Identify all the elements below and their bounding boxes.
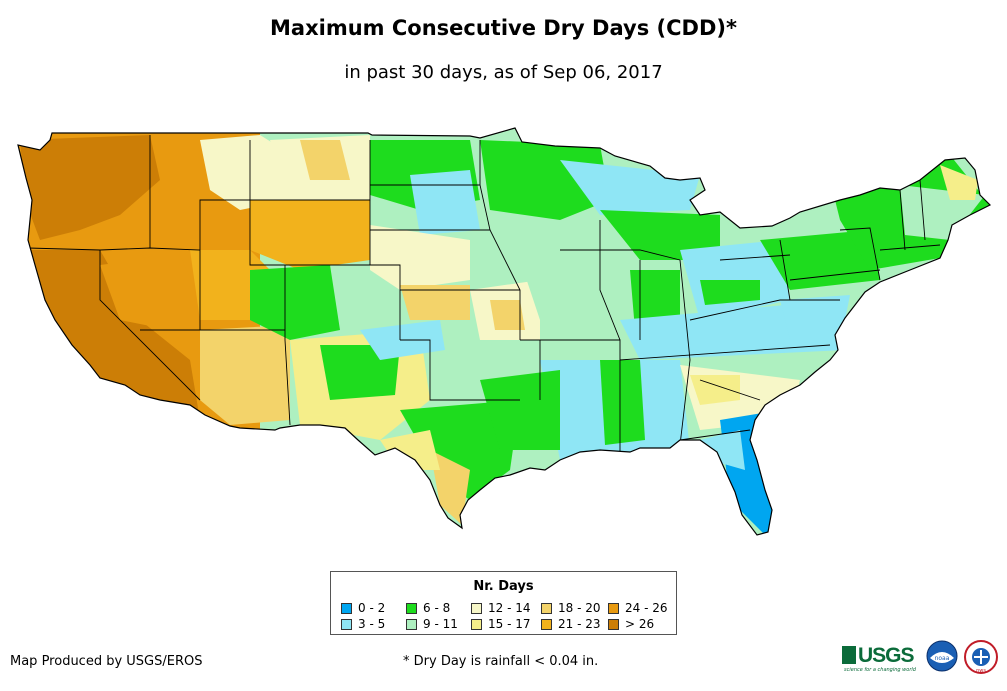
us-cdd-map <box>17 127 991 536</box>
legend-swatch <box>541 618 552 630</box>
legend-item: > 26 <box>608 617 654 631</box>
agency-logos: USGS science for a changing world noaa n… <box>842 638 1007 678</box>
legend-swatch <box>541 602 552 614</box>
legend-item: 18 - 20 <box>541 601 601 615</box>
legend: Nr. Days 0 - 2 3 - 5 6 - 8 9 - 11 12 - 14 15 … <box>330 571 677 635</box>
svg-text:nws: nws <box>976 668 986 674</box>
credit-text: Map Produced by USGS/EROS <box>10 654 203 669</box>
legend-swatch <box>406 618 417 630</box>
legend-item: 9 - 11 <box>406 617 458 631</box>
svg-text:noaa: noaa <box>935 655 950 662</box>
map-subtitle: in past 30 days, as of Sep 06, 2017 <box>344 62 663 83</box>
legend-label: 9 - 11 <box>423 617 458 631</box>
nws-logo: nws <box>964 640 998 674</box>
legend-label: > 26 <box>625 617 655 631</box>
legend-label: 24 - 26 <box>625 601 668 615</box>
legend-item: 6 - 8 <box>406 601 450 615</box>
legend-swatch <box>406 602 417 614</box>
footnote-text: * Dry Day is rainfall < 0.04 in. <box>403 654 599 669</box>
legend-item: 3 - 5 <box>341 617 385 631</box>
legend-title: Nr. Days <box>473 579 534 594</box>
legend-item: 12 - 14 <box>471 601 531 615</box>
legend-label: 3 - 5 <box>358 617 386 631</box>
legend-label: 15 - 17 <box>488 617 531 631</box>
cdd-raster <box>18 128 990 535</box>
legend-swatch <box>341 602 352 614</box>
legend-item: 24 - 26 <box>608 601 668 615</box>
map-title: Maximum Consecutive Dry Days (CDD)* <box>270 16 737 40</box>
legend-swatch <box>341 618 352 630</box>
legend-label: 21 - 23 <box>558 617 601 631</box>
legend-swatch <box>608 602 619 614</box>
usgs-tagline: science for a changing world <box>844 667 916 673</box>
state-boundaries <box>27 135 941 460</box>
legend-label: 6 - 8 <box>423 601 451 615</box>
legend-swatch <box>471 618 482 630</box>
usgs-logo: USGS <box>842 644 915 668</box>
legend-item: 0 - 2 <box>341 601 385 615</box>
legend-label: 12 - 14 <box>488 601 531 615</box>
legend-swatch <box>608 618 619 630</box>
legend-swatch <box>471 602 482 614</box>
noaa-logo: noaa <box>926 640 958 672</box>
legend-item: 15 - 17 <box>471 617 531 631</box>
legend-label: 18 - 20 <box>558 601 601 615</box>
legend-label: 0 - 2 <box>358 601 386 615</box>
legend-item: 21 - 23 <box>541 617 601 631</box>
